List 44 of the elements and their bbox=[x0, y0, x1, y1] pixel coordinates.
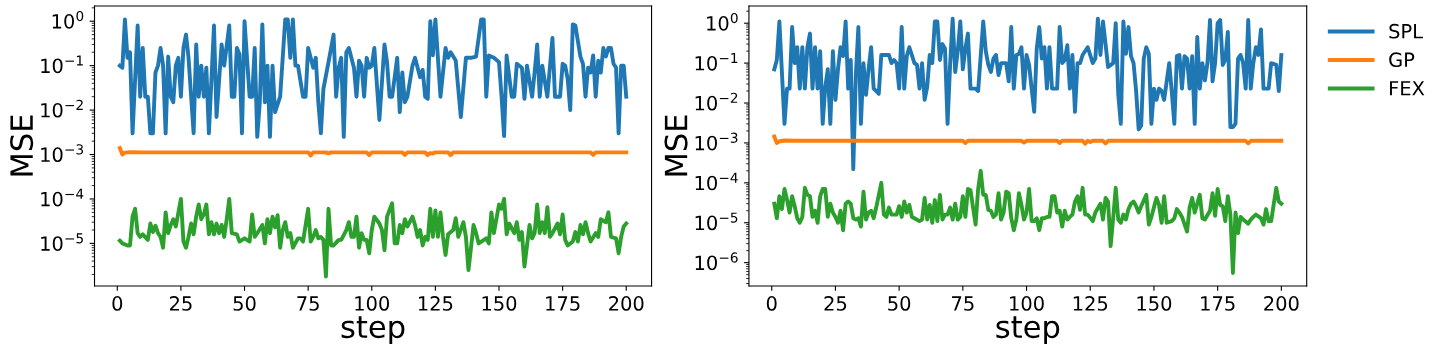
x-tick-label: 200 bbox=[1264, 296, 1299, 311]
legend-label: FEX bbox=[1390, 81, 1425, 96]
y-tick-label: 10$^{0}$ bbox=[707, 12, 738, 31]
x-tick-label: 125 bbox=[418, 296, 453, 311]
x-axis-title: step bbox=[341, 316, 405, 345]
x-axis-title: step bbox=[996, 316, 1060, 345]
legend-label: GP bbox=[1389, 52, 1415, 68]
x-tick-label: 100 bbox=[1010, 296, 1044, 311]
line-series bbox=[117, 17, 629, 139]
x-tick-label: 0 bbox=[112, 296, 123, 311]
x-tick-label: 200 bbox=[609, 296, 644, 311]
y-tick-label: 10$^{−2}$ bbox=[695, 92, 738, 111]
x-tick-label: 50 bbox=[233, 296, 256, 311]
y-axis-title: MSE bbox=[10, 115, 34, 176]
y-tick-label: 10$^{−1}$ bbox=[695, 53, 738, 71]
line-series bbox=[772, 134, 1284, 146]
line-series bbox=[772, 16, 1284, 172]
y-tick-label: 10$^{−2}$ bbox=[41, 99, 83, 118]
y-tick-label: 10$^{−5}$ bbox=[41, 233, 83, 251]
y-tick-label: 10$^{−3}$ bbox=[41, 144, 83, 163]
x-tick-label: 150 bbox=[482, 296, 517, 311]
line-series bbox=[772, 168, 1284, 275]
line-series bbox=[117, 197, 629, 279]
x-tick-label: 100 bbox=[355, 296, 390, 311]
y-tick-label: 10$^{−4}$ bbox=[41, 188, 84, 207]
x-tick-label: 125 bbox=[1073, 296, 1108, 311]
x-tick-label: 25 bbox=[824, 296, 847, 311]
y-tick-label: 10$^{−4}$ bbox=[695, 172, 738, 191]
x-tick-label: 50 bbox=[888, 296, 911, 311]
x-tick-label: 175 bbox=[1201, 296, 1235, 311]
line-series bbox=[117, 146, 629, 158]
legend-label: SPL bbox=[1389, 23, 1423, 39]
x-tick-label: 0 bbox=[766, 296, 777, 311]
x-tick-label: 75 bbox=[952, 296, 974, 311]
y-tick-label: 10$^{−1}$ bbox=[41, 55, 83, 74]
y-tick-label: 10$^{0}$ bbox=[52, 10, 84, 29]
y-tick-label: 10$^{−5}$ bbox=[695, 212, 738, 231]
y-tick-label: 10$^{−3}$ bbox=[695, 132, 738, 151]
x-tick-label: 25 bbox=[169, 296, 192, 311]
x-tick-label: 175 bbox=[546, 296, 580, 311]
y-tick-label: 10$^{−6}$ bbox=[695, 252, 738, 271]
x-tick-label: 150 bbox=[1137, 296, 1172, 311]
y-axis-title: MSE bbox=[664, 115, 688, 176]
x-tick-label: 75 bbox=[297, 296, 319, 311]
